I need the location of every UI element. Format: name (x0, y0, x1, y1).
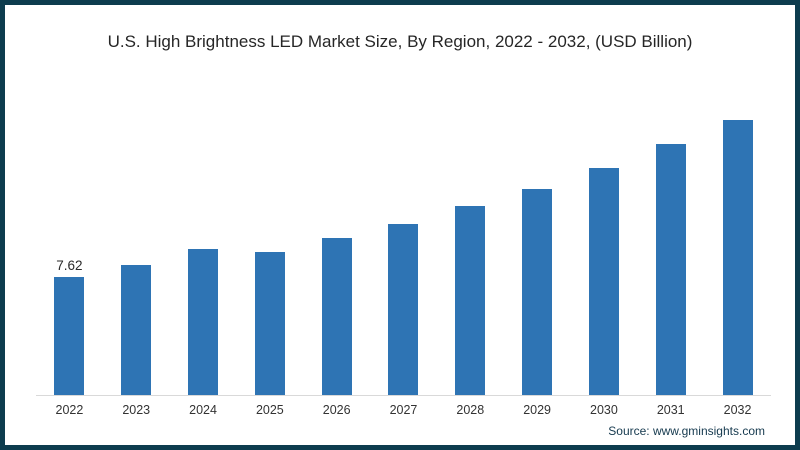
x-axis-labels: 2022 2023 2024 2025 2026 2027 2028 2029 2030 2031… (36, 403, 771, 417)
bar-column-2023 (103, 95, 170, 395)
bar-2026 (321, 238, 352, 395)
bar-2025 (254, 252, 285, 395)
bar-column-2030 (571, 95, 638, 395)
x-tick-2027: 2027 (389, 403, 418, 417)
data-label-2022: 7.62 (56, 258, 83, 273)
bar-2030 (588, 168, 619, 395)
bar-2029 (522, 189, 553, 395)
x-tick-2024: 2024 (189, 403, 217, 417)
x-tick-2026: 2026 (322, 403, 351, 417)
bar-2022 (54, 277, 85, 395)
bar-column-2031 (637, 95, 704, 395)
chart-title: U.S. High Brightness LED Market Size, By… (107, 32, 693, 51)
x-tick-2028: 2028 (456, 403, 485, 417)
bar-column-2025 (236, 95, 303, 395)
bar-2031 (655, 144, 686, 395)
bar-column-2022: 7.62 (36, 95, 103, 395)
x-tick-2032: 2032 (723, 403, 752, 417)
bar-2023 (121, 265, 152, 395)
x-tick-2031: 2031 (656, 403, 685, 417)
x-tick-2023: 2023 (122, 403, 151, 417)
bar-column-2032 (704, 95, 771, 395)
bar-column-2026 (303, 95, 370, 395)
bar-column-2024 (170, 95, 237, 395)
source-attribution: Source: www.gminsights.com (608, 424, 765, 438)
bar-column-2027 (370, 95, 437, 395)
bar-column-2028 (437, 95, 504, 395)
bar-2024 (188, 249, 219, 395)
bar-2032 (722, 120, 753, 395)
bar-2027 (388, 224, 419, 395)
x-tick-2025: 2025 (255, 403, 284, 417)
x-tick-2030: 2030 (590, 403, 618, 417)
bar-column-2029 (504, 95, 571, 395)
bar-2028 (455, 206, 486, 395)
x-tick-2022: 2022 (55, 403, 84, 417)
x-tick-2029: 2029 (523, 403, 551, 417)
plot-area: 7.62 (36, 95, 771, 396)
